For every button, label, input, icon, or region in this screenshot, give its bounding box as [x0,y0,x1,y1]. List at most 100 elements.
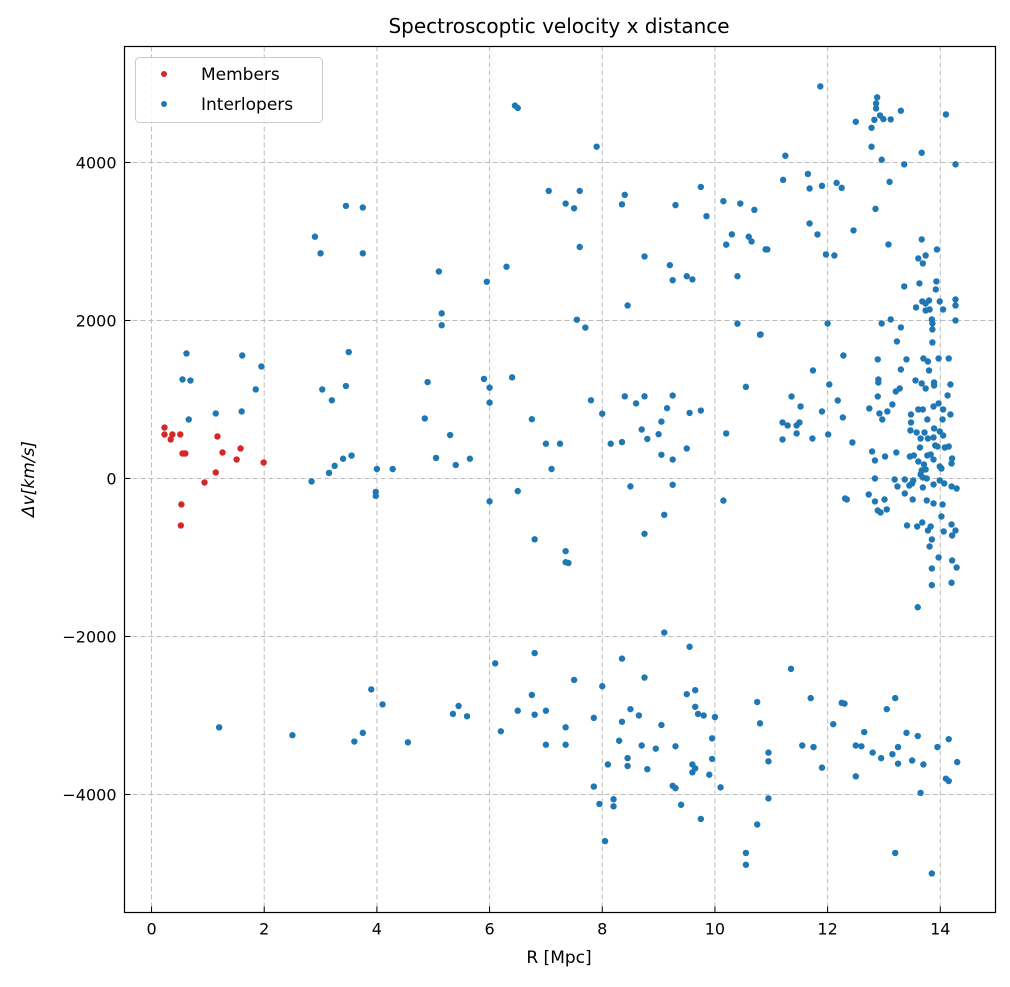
legend-marker-interlopers [161,101,167,107]
data-point-interlopers [706,771,713,778]
data-point-interlopers [463,713,471,720]
data-point-interlopers [632,400,640,407]
data-point-interlopers [948,460,955,467]
data-point-interlopers [638,742,645,749]
legend-marker-members [161,71,167,77]
data-point-interlopers [940,528,947,535]
data-point-interlopers [252,386,259,393]
data-point-interlopers [877,509,884,516]
data-point-interlopers [871,116,878,124]
legend-label-members: Members [201,65,280,85]
data-point-interlopers [910,477,917,484]
data-point-interlopers [806,185,813,192]
data-point-members [260,459,267,466]
data-point-interlopers [929,339,936,346]
data-point-interlopers [948,521,955,528]
data-point-interlopers [914,604,921,611]
data-point-interlopers [212,410,219,417]
data-point-interlopers [359,204,367,211]
data-point-interlopers [831,252,838,259]
data-point-interlopers [328,397,336,404]
data-point-interlopers [641,674,648,681]
x-axis-label: R [Mpc] [526,948,591,968]
data-point-interlopers [486,384,493,391]
data-point-interlopers [644,435,651,443]
data-point-interlopers [921,429,928,436]
data-point-interlopers [849,439,856,446]
data-point-interlopers [866,405,873,412]
data-point-interlopers [929,320,936,327]
data-point-interlopers [903,522,911,529]
data-point-interlopers [590,783,598,790]
data-point-interlopers [939,306,947,313]
data-point-interlopers [389,465,396,473]
data-point-interlopers [570,205,578,212]
data-point-interlopers [438,310,445,317]
data-point-interlopers [542,440,550,447]
data-point-interlopers [345,348,352,356]
data-point-interlopers [894,483,901,490]
data-point-interlopers [912,377,919,384]
data-point-interlopers [432,454,440,462]
data-point-interlopers [894,743,902,751]
data-point-interlopers [918,236,925,243]
data-point-interlopers [492,660,499,667]
data-point-interlopers [692,703,699,710]
data-point-interlopers [708,735,716,742]
data-point-interlopers [368,686,375,693]
data-point-interlopers [919,484,927,491]
data-point-interlopers [319,386,326,393]
data-point-interlopers [604,761,612,768]
data-point-interlopers [953,485,960,492]
data-point-interlopers [897,324,905,331]
data-point-interlopers [885,241,892,248]
data-point-interlopers [742,383,750,391]
data-point-interlopers [804,170,812,178]
data-point-interlopers [658,721,665,729]
data-point-interlopers [883,705,890,713]
data-point-interlopers [952,161,959,168]
data-point-members [214,433,221,440]
data-point-members [177,431,184,438]
data-point-members [161,424,168,431]
data-point-members [169,431,176,438]
data-point-interlopers [952,527,959,534]
y-tick-label: 4000 [76,153,117,172]
data-point-interlopers [868,448,876,455]
data-point-interlopers [878,320,885,327]
data-point-interlopers [932,286,939,293]
data-point-interlopers [644,765,651,773]
data-point-interlopers [927,451,934,458]
data-point-interlopers [887,116,894,123]
data-point-interlopers [928,581,936,589]
data-point-interlopers [871,475,879,482]
data-point-interlopers [930,434,937,441]
data-point-members [177,522,185,529]
data-point-interlopers [893,449,900,456]
data-point-interlopers [348,452,355,459]
data-point-interlopers [924,358,932,365]
data-point-interlopers [742,861,750,868]
data-point-interlopers [814,231,821,238]
data-point-interlopers [618,718,626,725]
data-point-interlopers [652,745,659,752]
data-point-members [178,501,185,508]
data-point-interlopers [807,694,814,702]
data-point-interlopers [922,252,929,259]
data-point-interlopers [883,506,890,513]
data-point-interlopers [920,761,927,768]
data-point-interlopers [689,276,696,283]
data-point-interlopers [658,451,665,458]
data-point-interlopers [907,427,914,434]
y-tick-label: −2000 [62,627,116,646]
data-point-interlopers [621,393,628,400]
data-point-interlopers [948,483,955,490]
y-tick-label: 2000 [76,311,117,330]
data-point-interlopers [351,738,358,745]
data-point-interlopers [788,393,795,400]
x-tick-label: 12 [817,920,837,939]
data-point-interlopers [922,385,929,392]
data-point-interlopers [952,296,959,303]
data-point-interlopers [669,481,676,488]
data-point-interlopers [658,418,665,425]
